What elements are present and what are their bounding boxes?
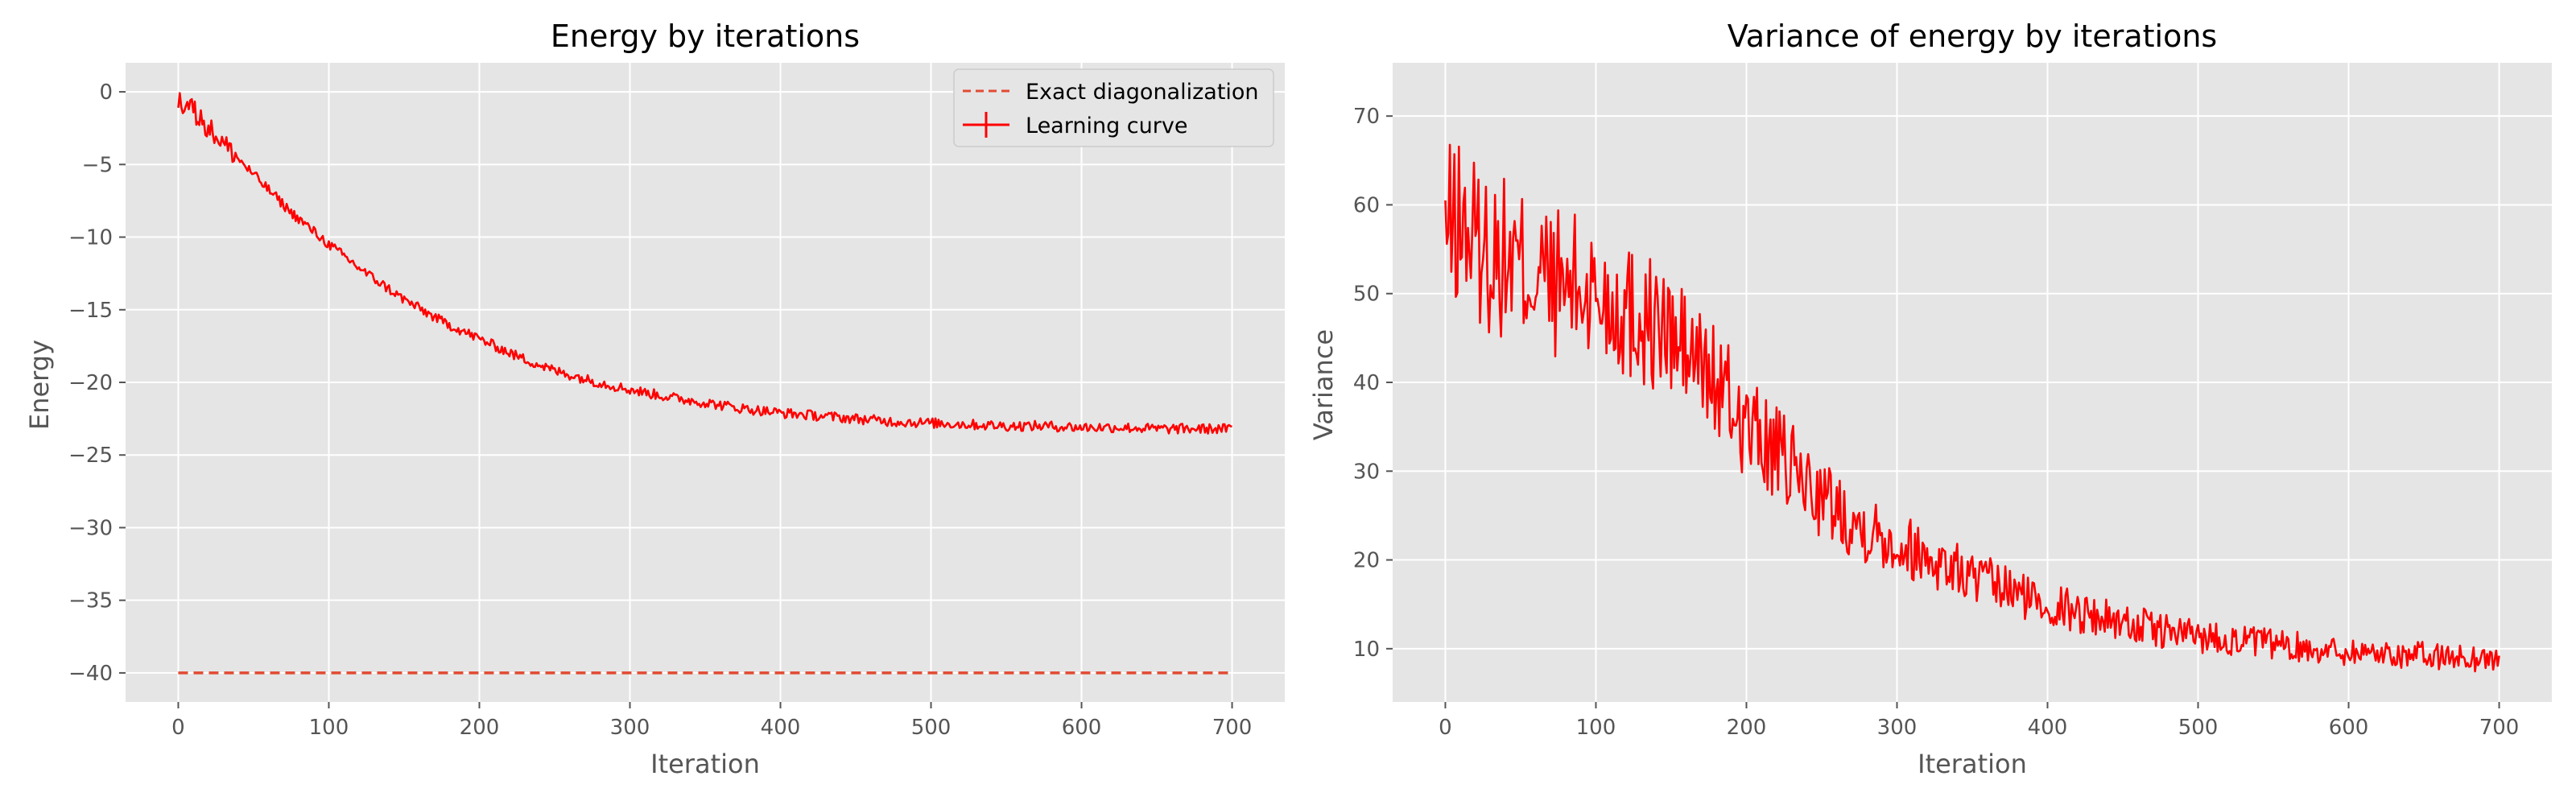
energy-panel: 0 100 200 300 400 500 600 700 0 −5 −10 −15 −20 −25 −30…: [24, 19, 1285, 779]
energy-x-axis-label: Iteration: [650, 749, 760, 779]
x-tick-label: 300: [1877, 716, 1918, 740]
y-tick-label: −20: [68, 371, 113, 395]
x-tick-label: 400: [2028, 716, 2068, 740]
x-tick-label: 500: [2178, 716, 2219, 740]
learning-curve-line: [177, 92, 1232, 435]
x-tick-label: 0: [171, 716, 185, 740]
x-tick-label: 200: [1727, 716, 1767, 740]
variance-y-axis-label: Variance: [1308, 329, 1339, 440]
legend: Exact diagonalization Learning curve: [953, 68, 1274, 147]
x-tick-label: 200: [460, 716, 500, 740]
y-tick-label: −25: [68, 444, 113, 468]
y-tick-label: 70: [1353, 105, 1380, 129]
y-tick-label: 60: [1353, 193, 1380, 217]
variance-line: [1444, 143, 2500, 673]
energy-y-axis-label: Energy: [24, 340, 55, 430]
variance-ticks: 0 100 200 300 400 500 600 700 10 20 30 40 50 60 70: [1353, 105, 2519, 740]
y-tick-label: 0: [99, 80, 113, 105]
x-tick-label: 400: [761, 716, 801, 740]
y-tick-label: 30: [1353, 460, 1380, 484]
y-tick-label: 20: [1353, 549, 1380, 573]
x-tick-label: 500: [911, 716, 952, 740]
y-tick-label: 40: [1353, 371, 1380, 395]
x-tick-label: 0: [1439, 716, 1452, 740]
variance-chart-title: Variance of energy by iterations: [1728, 19, 2217, 54]
x-tick-label: 700: [1212, 716, 1253, 740]
variance-x-axis-label: Iteration: [1918, 749, 2027, 779]
variance-series: [1444, 143, 2500, 673]
x-tick-label: 300: [610, 716, 650, 740]
y-tick-label: −5: [82, 153, 113, 177]
y-tick-label: −10: [68, 226, 113, 250]
y-tick-label: 50: [1353, 283, 1380, 307]
energy-series: [177, 92, 1232, 675]
energy-chart-title: Energy by iterations: [551, 19, 860, 54]
y-tick-label: −30: [68, 516, 113, 540]
x-tick-label: 100: [1576, 716, 1616, 740]
x-tick-label: 600: [1062, 716, 1102, 740]
legend-box: [953, 68, 1274, 147]
x-tick-label: 700: [2479, 716, 2520, 740]
y-tick-label: −35: [68, 589, 113, 613]
y-tick-label: −40: [68, 662, 113, 686]
energy-ticks: 0 100 200 300 400 500 600 700 0 −5 −10 −15 −20 −25 −30…: [68, 80, 1252, 740]
legend-exact-label: Exact diagonalization: [1026, 80, 1259, 105]
variance-panel: 0 100 200 300 400 500 600 700 10 20 30 40 50 60 70 Var…: [1308, 19, 2552, 779]
legend-learning-label: Learning curve: [1026, 114, 1187, 138]
y-tick-label: −15: [68, 299, 113, 323]
y-tick-label: 10: [1353, 638, 1380, 662]
x-tick-label: 600: [2329, 716, 2369, 740]
x-tick-label: 100: [309, 716, 349, 740]
energy-grid: [126, 63, 1285, 702]
